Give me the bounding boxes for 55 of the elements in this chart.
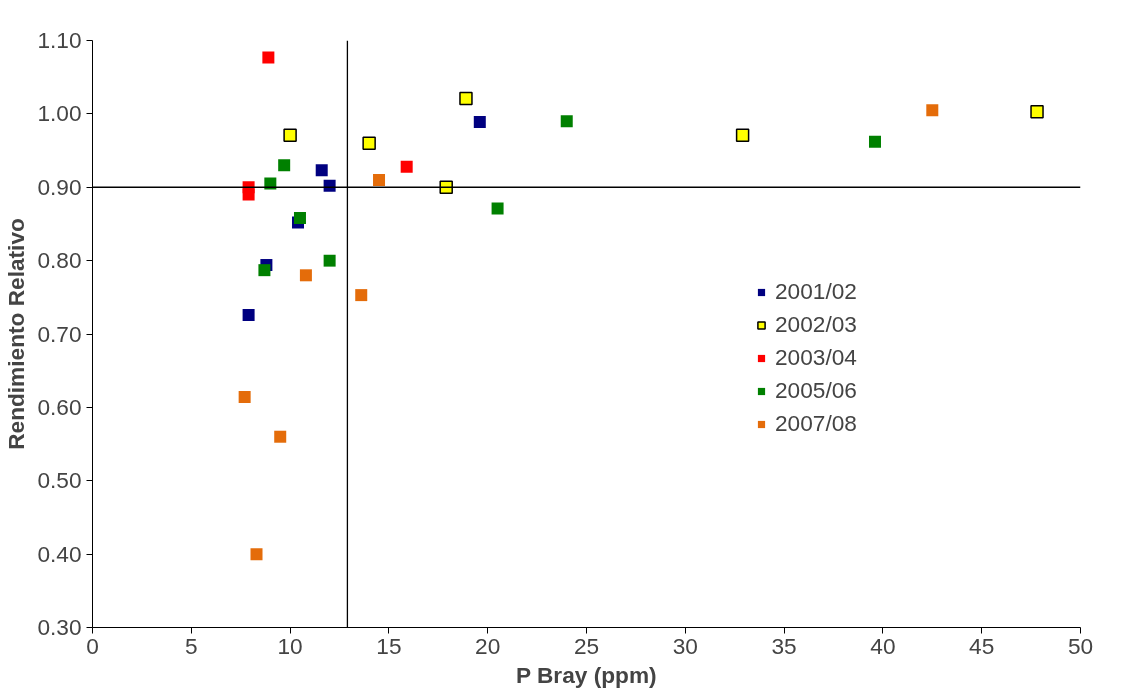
y-tick-label: 0.70: [37, 320, 82, 347]
y-axis-title: Rendimiento Relativo: [3, 218, 30, 450]
x-axis-title: P Bray (ppm): [516, 661, 657, 688]
x-tick-label: 25: [573, 632, 600, 659]
point: [242, 188, 255, 201]
x-tick-label: 15: [376, 632, 402, 659]
point: [258, 264, 271, 277]
x-tick-label: 40: [870, 632, 896, 659]
x-tick-label: 5: [185, 632, 198, 659]
y-tick-label: 1.00: [37, 100, 82, 127]
y-tick-label: 1.10: [37, 27, 82, 53]
legend-label: 2003/04: [775, 344, 857, 371]
y-tick-label: 0.50: [37, 467, 82, 494]
point: [323, 254, 336, 267]
point: [491, 202, 504, 215]
point: [278, 159, 291, 172]
point: [473, 115, 486, 128]
point: [560, 115, 573, 128]
y-tick-label: 0.90: [37, 173, 82, 200]
point: [926, 104, 939, 117]
point: [299, 269, 312, 282]
point: [315, 164, 328, 177]
point: [283, 128, 297, 142]
point: [242, 308, 255, 321]
point: [264, 177, 277, 190]
legend-label: 2002/03: [775, 311, 857, 338]
legend-label: 2005/06: [775, 377, 857, 404]
x-tick-label: 0: [86, 632, 99, 659]
point: [250, 548, 263, 561]
point: [400, 160, 413, 173]
point: [1030, 104, 1044, 119]
y-tick-label: 0.40: [37, 540, 82, 567]
point: [262, 51, 275, 64]
y-tick-label: 0.80: [37, 247, 82, 274]
point: [735, 128, 750, 142]
x-tick-label: 35: [771, 632, 797, 659]
point: [373, 173, 386, 186]
point: [293, 212, 306, 225]
x-tick-label: 50: [1067, 632, 1094, 659]
y-tick-label: 0.30: [37, 614, 82, 640]
point: [869, 135, 881, 148]
point: [362, 136, 376, 150]
point: [323, 179, 336, 192]
point: [274, 430, 287, 443]
x-tick-label: 10: [277, 632, 303, 659]
point: [459, 91, 473, 106]
x-tick-label: 30: [672, 632, 698, 659]
legend-label: 2007/08: [775, 410, 857, 437]
legend-label: 2001/02: [775, 278, 857, 305]
point: [238, 391, 251, 404]
y-tick-label: 0.60: [37, 393, 82, 420]
x-tick-label: 45: [969, 632, 995, 659]
x-tick-label: 20: [475, 632, 501, 659]
point: [355, 289, 368, 302]
point: [439, 180, 453, 194]
